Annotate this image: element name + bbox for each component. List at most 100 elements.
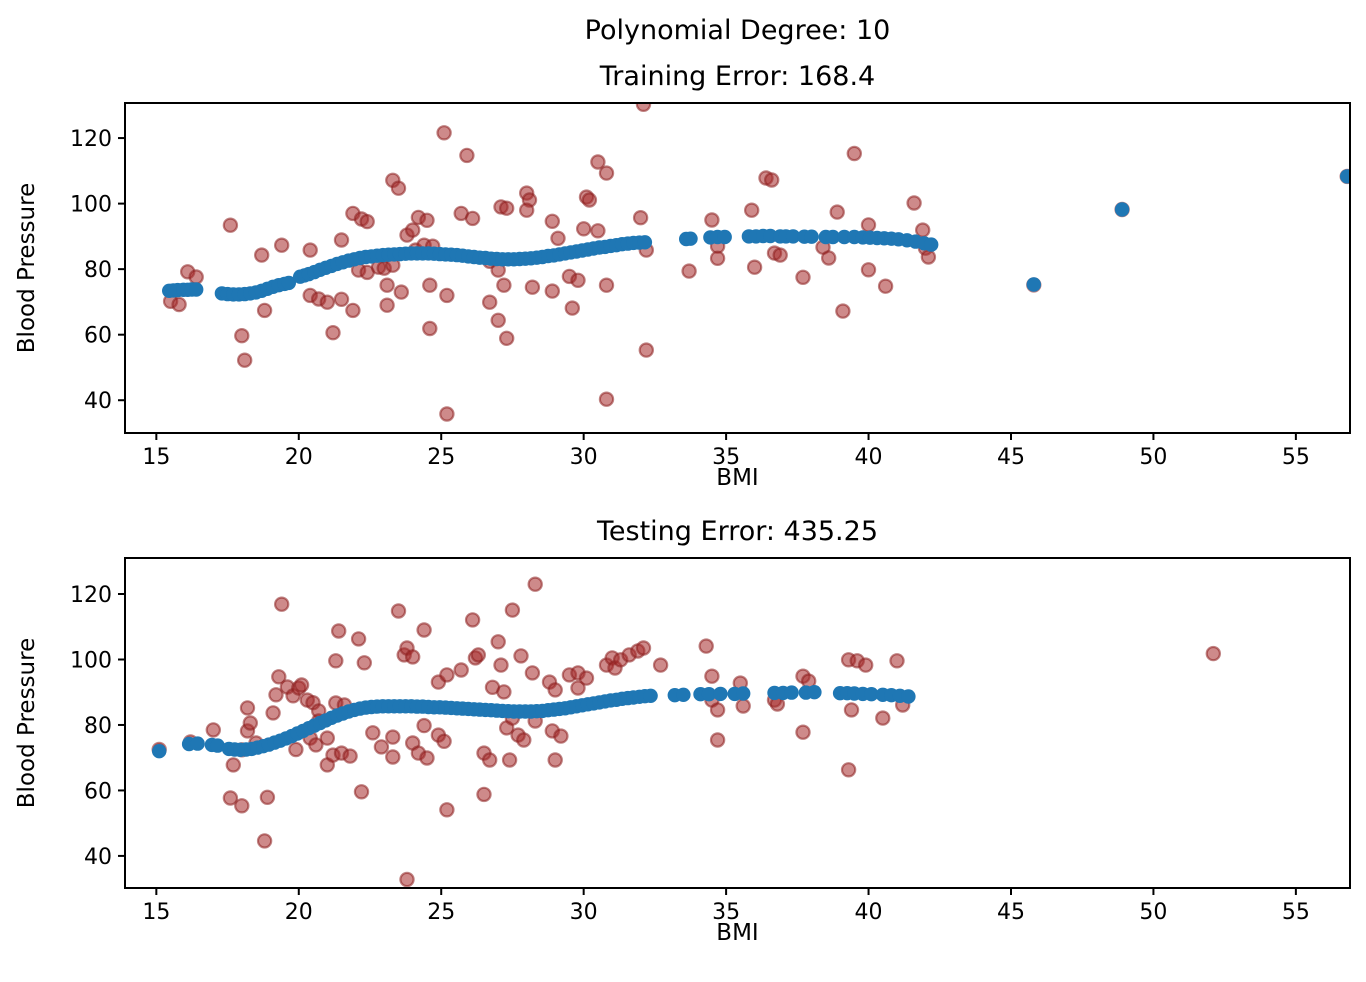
actual-point [239, 700, 256, 716]
actual-point [350, 631, 367, 647]
actual-point [254, 247, 270, 263]
testing-yaxis-label: Blood Pressure [14, 637, 40, 809]
testing-points-group [151, 576, 1222, 888]
testing-y-tick-label: 40 [84, 845, 112, 870]
actual-point [547, 682, 563, 698]
actual-point [365, 725, 381, 741]
testing-chart-title: Testing Error: 435.25 [597, 516, 878, 547]
training-y-tick-label: 40 [84, 389, 112, 414]
actual-point [308, 737, 324, 753]
predicted-point [683, 231, 698, 246]
predicted-point [825, 229, 841, 245]
predicted-point [152, 744, 167, 759]
training-y-tick-label: 120 [70, 127, 112, 152]
actual-point [464, 210, 481, 227]
training-points-group [162, 103, 1350, 422]
actual-point [288, 741, 304, 758]
actual-point [373, 739, 390, 755]
actual-point [553, 728, 569, 744]
actual-point [1205, 645, 1222, 662]
actual-point [328, 653, 344, 669]
actual-point [319, 730, 335, 746]
actual-point [325, 325, 341, 341]
actual-point [385, 729, 401, 745]
actual-point [274, 596, 290, 612]
testing-x-tick-label: 35 [712, 900, 740, 925]
actual-point [840, 762, 857, 778]
testing-axes-box [124, 557, 1351, 889]
predicted-point [637, 235, 653, 250]
actual-point [906, 195, 922, 211]
actual-point [453, 662, 469, 678]
actual-point [581, 192, 598, 208]
testing-y-tick-label: 120 [70, 583, 112, 608]
actual-point [353, 784, 370, 800]
actual-point [379, 297, 395, 313]
predicted-point [784, 685, 799, 700]
actual-point [860, 262, 877, 278]
actual-point [439, 667, 455, 683]
actual-point [256, 302, 273, 319]
training-x-tick-label: 15 [142, 445, 170, 470]
actual-point [331, 623, 347, 639]
actual-point [846, 145, 863, 162]
predicted-point [713, 686, 728, 702]
actual-point [920, 249, 937, 265]
testing-x-tick-label: 55 [1282, 900, 1310, 925]
actual-point [821, 250, 837, 266]
actual-point [293, 677, 310, 693]
actual-point [188, 269, 204, 285]
actual-point [234, 328, 250, 344]
actual-point [704, 668, 720, 684]
actual-point [516, 732, 532, 748]
actual-point [222, 217, 239, 233]
actual-point [795, 724, 811, 740]
predicted-point [676, 687, 691, 702]
figure-suptitle: Polynomial Degree: 10 [584, 15, 891, 46]
actual-point [576, 221, 592, 237]
actual-point [652, 657, 669, 673]
actual-point [547, 752, 563, 768]
actual-point [359, 213, 375, 230]
predicted-point [807, 685, 822, 700]
actual-point [550, 230, 566, 246]
testing-x-tick-label: 40 [855, 900, 883, 925]
actual-point [704, 212, 720, 228]
actual-point [439, 406, 455, 422]
actual-point [256, 833, 273, 849]
predicted-point [837, 229, 852, 245]
training-x-tick-label: 50 [1139, 445, 1167, 470]
predicted-point [1114, 202, 1130, 217]
actual-point [590, 154, 606, 170]
actual-point [393, 284, 409, 300]
actual-point [385, 749, 401, 765]
actual-point [709, 250, 726, 266]
actual-point [476, 786, 492, 803]
actual-point [333, 232, 350, 248]
training-chart-title: Training Error: 168.4 [599, 61, 876, 92]
actual-point [236, 352, 253, 368]
predicted-point [281, 275, 296, 291]
actual-point [598, 277, 615, 293]
actual-point [501, 752, 518, 768]
actual-point [436, 733, 452, 750]
actual-point [436, 125, 452, 141]
actual-point [889, 653, 905, 669]
actual-point [635, 640, 652, 656]
actual-point [490, 312, 506, 328]
actual-point [274, 237, 290, 253]
predicted-point [1026, 277, 1042, 292]
actual-point [598, 165, 615, 181]
actual-point [234, 798, 250, 814]
actual-point [772, 247, 788, 263]
actual-point [439, 802, 455, 818]
actual-point [390, 603, 407, 619]
predicted-point [643, 688, 658, 703]
actual-point [259, 789, 276, 806]
actual-point [271, 669, 287, 685]
actual-point [746, 259, 763, 275]
testing-y-tick-label: 100 [70, 648, 112, 673]
actual-point [829, 204, 845, 220]
